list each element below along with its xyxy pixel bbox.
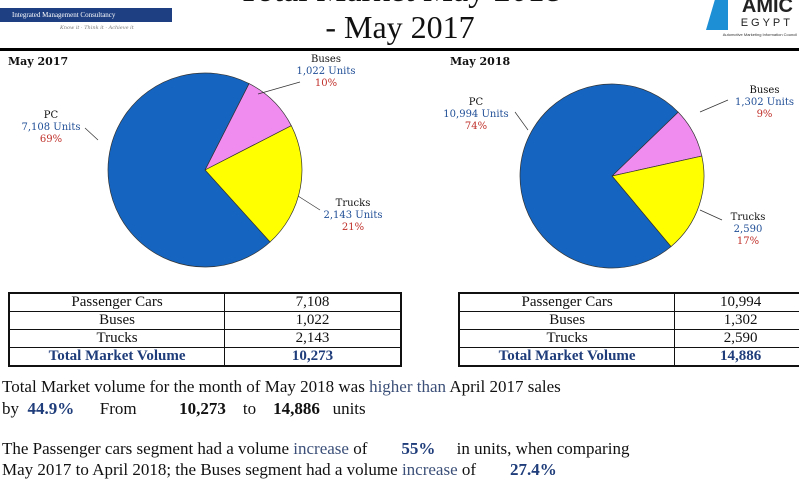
label-pc-2017: PC 7,108 Units 69% — [21, 110, 81, 145]
summary-line-3: The Passenger cars segment had a volume … — [2, 439, 630, 458]
leader-line — [699, 209, 723, 221]
leader-line — [699, 99, 729, 113]
pie-slice-trucks-may-2017 — [204, 125, 303, 243]
leader-line — [257, 81, 301, 95]
imc-logo-text: Integrated Management Consultancy — [0, 8, 172, 22]
table-total-row: Total Market Volume 14,886 — [458, 347, 799, 367]
summary-line-4: May 2017 to April 2018; the Buses segmen… — [2, 460, 557, 479]
table-row: Trucks 2,590 — [458, 329, 799, 348]
label-trucks-2017: Trucks 2,143 Units 21% — [323, 198, 383, 233]
table-row: Buses 1,022 — [8, 311, 402, 330]
title-line-2: - May 2017 — [325, 9, 475, 45]
leader-line — [84, 127, 99, 141]
chart-title-2017: May 2017 — [8, 55, 69, 68]
pie-slice-pc-may-2018 — [519, 83, 679, 269]
amic-logo: AMIC EGYPT Automotive Marketing Informat… — [700, 0, 799, 46]
label-pc-2018: PC 10,994 Units 74% — [443, 97, 509, 132]
amic-logo-text: AMIC — [741, 0, 793, 17]
chart-title-2018: May 2018 — [450, 55, 511, 68]
imc-logo: Integrated Management Consultancy Know i… — [0, 0, 172, 44]
label-buses-2017: Buses 1,022 Units 10% — [296, 54, 356, 89]
table-row: Passenger Cars 10,994 — [458, 292, 799, 312]
pie-slice-pc-may-2017 — [107, 72, 271, 268]
amic-logo-egypt: EGYPT — [740, 17, 793, 29]
label-trucks-2018: Trucks 2,590 17% — [730, 212, 766, 247]
table-row: Buses 1,302 — [458, 311, 799, 330]
imc-logo-tagline: Know it · Think it · Achieve it — [60, 25, 134, 31]
table-row: Trucks 2,143 — [8, 329, 402, 348]
table-2018: Passenger Cars 10,994 Buses 1,302 Trucks 2,… — [458, 292, 799, 367]
summary-line-1: Total Market volume for the month of May… — [2, 377, 561, 396]
summary-line-2: by 44.9% From 10,273 to 14,886 units — [2, 399, 366, 418]
pie-slice-trucks-may-2018 — [611, 155, 705, 248]
label-buses-2018: Buses 1,302 Units 9% — [734, 85, 795, 120]
table-row: Passenger Cars 7,108 — [8, 292, 402, 312]
table-2017: Passenger Cars 7,108 Buses 1,022 Trucks 2,1… — [8, 292, 402, 367]
title-line-1: Total Market May 2018 — [180, 0, 620, 8]
leader-line — [514, 111, 529, 131]
table-total-row: Total Market Volume 10,273 — [8, 347, 402, 367]
amic-logo-sub: Automotive Marketing Information Council — [722, 32, 797, 37]
leader-line — [297, 195, 321, 211]
header-rule — [0, 48, 799, 51]
